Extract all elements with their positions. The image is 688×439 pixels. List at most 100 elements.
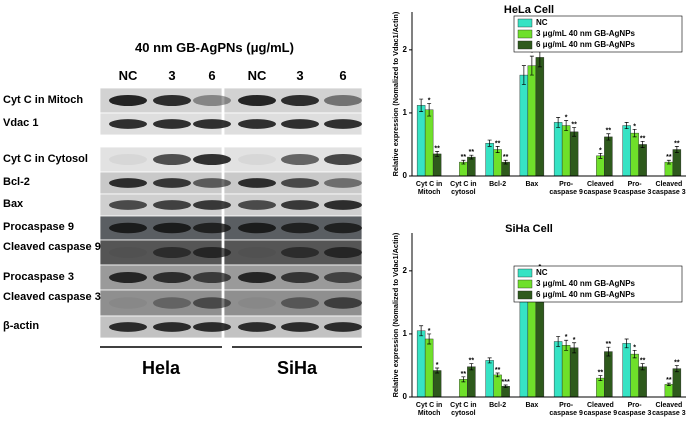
bar (485, 360, 494, 398)
bar (416, 330, 426, 398)
bar (519, 74, 529, 177)
x-tick-label: Pro-caspase 3 (617, 181, 652, 196)
blot-band (109, 297, 147, 309)
blot-band (238, 297, 276, 309)
blot-band (153, 154, 191, 165)
blot-band (153, 247, 191, 258)
blot-band (193, 178, 231, 188)
x-tick-label: Cleaved caspase 9 (583, 402, 618, 417)
error-bar (487, 357, 492, 364)
bar (604, 136, 613, 177)
x-tick-label: Bcl-2 (489, 402, 507, 409)
blot-row-label: Bcl-2 (3, 176, 30, 188)
blot-band (238, 247, 276, 258)
bar (638, 144, 647, 177)
error-bar (598, 152, 603, 159)
significance-mark: ** (606, 341, 612, 348)
bar (604, 351, 613, 398)
x-tick-label: Cleaved caspase 3 (652, 402, 686, 417)
significance-mark: * (565, 334, 568, 341)
error-bar (572, 342, 577, 354)
blot-row-label: β-actin (3, 320, 40, 332)
significance-mark: ** (674, 359, 680, 366)
error-bar (427, 103, 432, 117)
legend-box (513, 15, 683, 53)
blot-band (153, 200, 191, 210)
error-bar (598, 375, 603, 381)
error-bar (674, 365, 679, 373)
error-bar (564, 120, 569, 131)
bar (535, 57, 545, 177)
blot-band (281, 272, 319, 283)
legend-swatch (517, 29, 533, 39)
bar (527, 65, 537, 177)
blot-band (324, 178, 362, 188)
bar (561, 345, 571, 398)
significance-mark: * (573, 337, 576, 344)
blot-band (193, 95, 231, 106)
significance-mark: ** (495, 367, 501, 374)
blot-band (193, 200, 231, 210)
significance-mark: * (436, 362, 439, 369)
error-bar (495, 372, 500, 378)
blot-band (109, 272, 147, 283)
significance-mark: ** (666, 154, 672, 161)
lane-label: 3 (168, 68, 175, 83)
blot-band (109, 119, 147, 129)
bar (493, 149, 502, 177)
blot-band (281, 322, 319, 332)
error-bar (640, 140, 645, 148)
lane-label: 6 (208, 68, 215, 83)
blot-band (193, 322, 231, 332)
axis (411, 12, 686, 177)
lane-label: 6 (339, 68, 346, 83)
bar (672, 149, 682, 177)
blot-band (324, 119, 362, 129)
bar (467, 366, 476, 398)
x-tick-label: Bax (525, 181, 539, 188)
legend-swatch (517, 40, 533, 50)
legend-swatch (517, 18, 533, 28)
bar (519, 290, 529, 398)
blot-band (153, 95, 191, 106)
x-tick-label: Cleaved caspase 9 (583, 181, 618, 196)
blot-row-label: Cyt C in Mitoch (3, 93, 84, 106)
legend-label: 6 μg/mL 40 nm GB-AgNPs (536, 290, 636, 299)
significance-mark: ** (461, 371, 467, 378)
significance-mark: ** (461, 154, 467, 161)
error-bar (624, 122, 629, 130)
group-label: SiHa (277, 358, 318, 378)
blot-band (238, 95, 276, 106)
significance-mark: * (428, 328, 431, 335)
blot-band (281, 297, 319, 309)
y-tick-label: 2 (403, 45, 408, 54)
blot-band (153, 178, 191, 188)
bar (638, 366, 647, 398)
blot-band (193, 154, 231, 165)
blot-row-label: Procaspase 9 (3, 221, 74, 233)
legend-swatch (517, 290, 533, 300)
blot-band (109, 200, 147, 210)
bar (432, 153, 442, 177)
y-tick-label: 2 (403, 266, 408, 275)
significance-mark: ** (674, 140, 680, 147)
bar (553, 341, 563, 398)
blot-band (238, 178, 276, 188)
bar (672, 368, 682, 398)
x-tick-label: Cyt C in Mitoch (415, 402, 443, 417)
error-bar (461, 159, 466, 165)
legend-swatch (517, 279, 533, 289)
bar (622, 125, 631, 177)
error-bar (606, 346, 611, 357)
significance-mark: * (599, 147, 602, 154)
legend-label: NC (536, 268, 548, 277)
legend-label: 3 μg/mL 40 nm GB-AgNPs (536, 279, 636, 288)
blot-band (324, 200, 362, 210)
significance-mark: ** (640, 135, 646, 142)
legend-label: 3 μg/mL 40 nm GB-AgNPs (536, 29, 636, 38)
bar (485, 142, 494, 177)
error-bar (435, 151, 440, 157)
blot-band (324, 154, 362, 165)
significance-mark: ** (434, 145, 440, 152)
